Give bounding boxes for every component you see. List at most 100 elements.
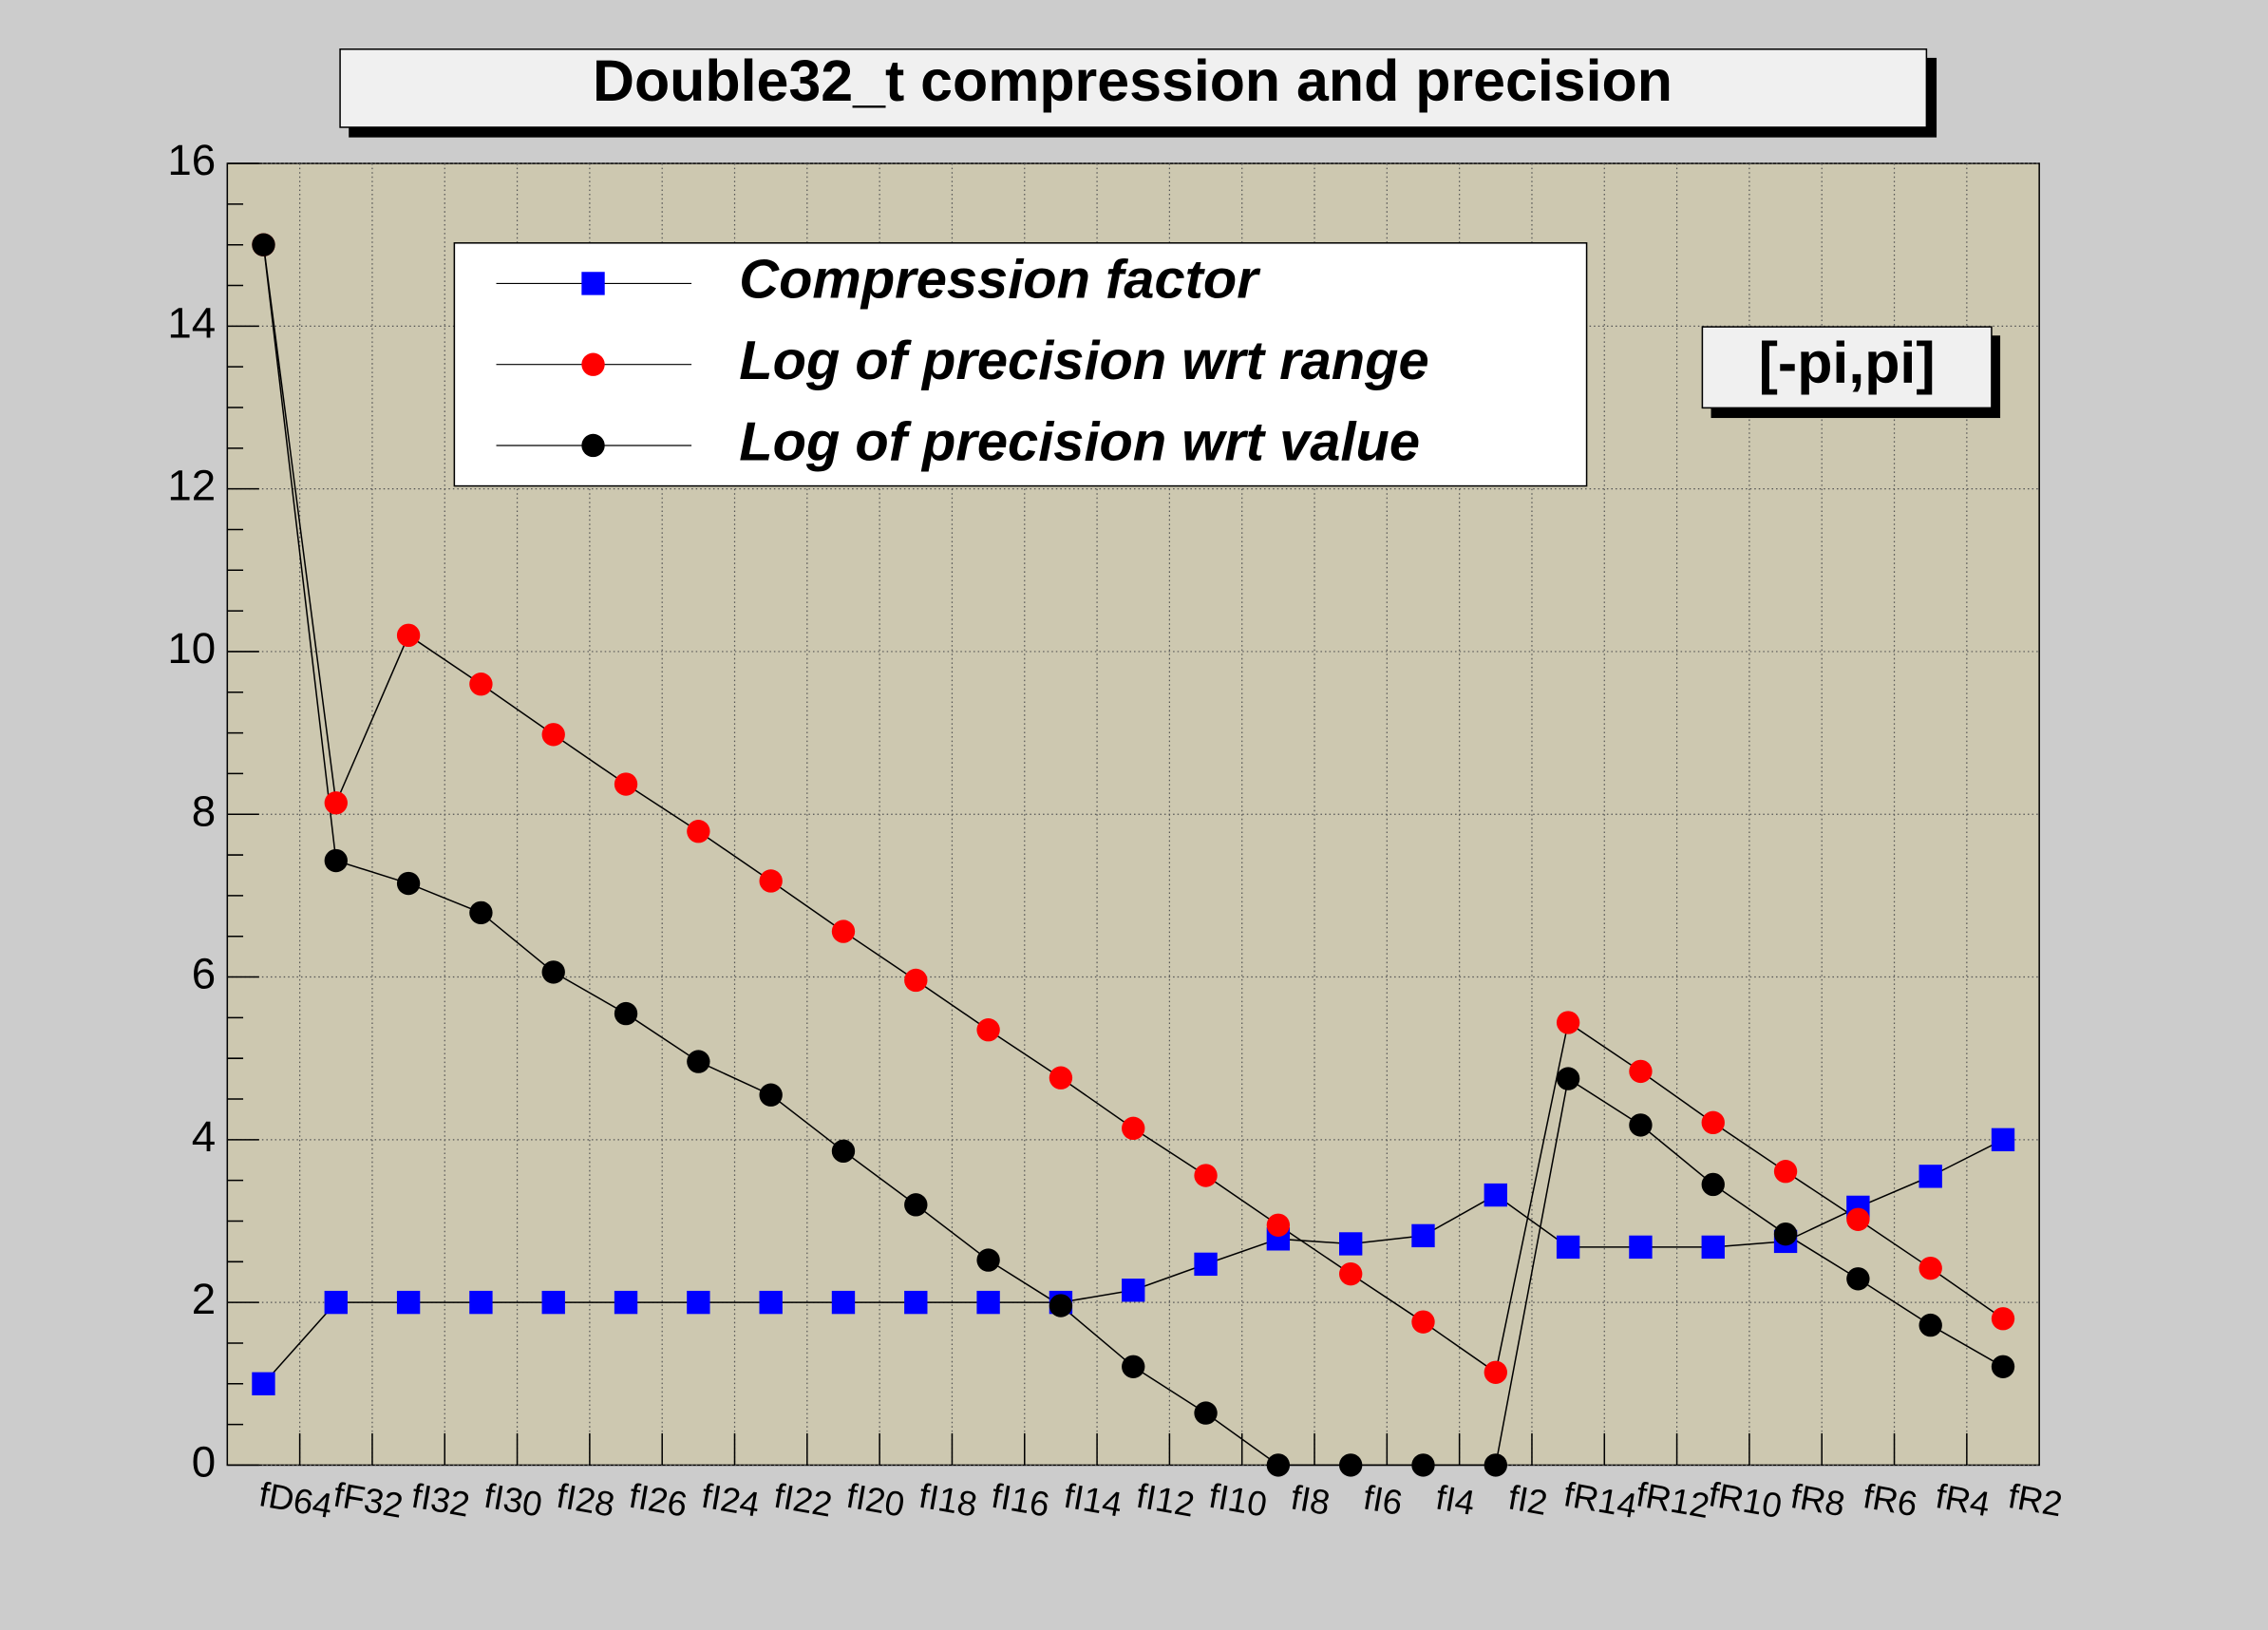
x-tick-label: fI18 bbox=[917, 1476, 980, 1525]
point bbox=[396, 623, 421, 647]
point bbox=[1194, 1164, 1218, 1187]
point bbox=[252, 1372, 275, 1395]
x-tick-label: fI20 bbox=[843, 1476, 907, 1525]
marks bbox=[252, 233, 2015, 1477]
point bbox=[1338, 1453, 1363, 1477]
point bbox=[1991, 1307, 2015, 1331]
x-tick-label: fI10 bbox=[1206, 1476, 1270, 1525]
point bbox=[1338, 1261, 1363, 1286]
point bbox=[541, 723, 565, 747]
x-tick-label: fI22 bbox=[771, 1476, 835, 1525]
point bbox=[1122, 1279, 1145, 1302]
title-box bbox=[339, 48, 1928, 128]
x-tick-label: fI32 bbox=[409, 1476, 473, 1525]
x-tick-label: fI24 bbox=[699, 1476, 763, 1525]
point bbox=[1484, 1453, 1507, 1477]
y-tick-label: 10 bbox=[167, 624, 216, 673]
y-tick-label: 6 bbox=[192, 950, 216, 998]
point bbox=[1556, 1011, 1580, 1034]
legend-label: Log of precision wrt range bbox=[739, 331, 1428, 391]
point bbox=[1122, 1355, 1145, 1378]
y-tick-label: 12 bbox=[167, 462, 216, 510]
point bbox=[614, 772, 638, 796]
point bbox=[1049, 1294, 1073, 1317]
y-tick-label: 4 bbox=[192, 1112, 216, 1161]
point bbox=[614, 1290, 638, 1315]
point bbox=[831, 919, 856, 943]
point bbox=[1556, 1067, 1580, 1090]
point bbox=[1701, 1110, 1725, 1135]
point bbox=[1918, 1165, 1942, 1188]
point bbox=[1484, 1360, 1507, 1384]
point bbox=[976, 1290, 1000, 1315]
legend-marker bbox=[581, 352, 605, 376]
point bbox=[324, 848, 348, 873]
x-tick-label: fI16 bbox=[989, 1476, 1052, 1525]
point bbox=[1918, 1313, 1942, 1337]
point bbox=[1411, 1310, 1435, 1334]
point bbox=[1629, 1235, 1653, 1260]
legend: Compression factor Log of precision wrt r… bbox=[496, 250, 1429, 472]
point bbox=[469, 673, 493, 696]
x-tick-label: fI26 bbox=[626, 1476, 690, 1525]
point bbox=[759, 1083, 783, 1107]
point bbox=[904, 968, 928, 993]
x-tick-label: fI8 bbox=[1288, 1477, 1332, 1522]
x-tick-label: fR8 bbox=[1787, 1476, 1847, 1524]
x-tick-label: fI28 bbox=[554, 1476, 617, 1525]
x-tick-label: fI12 bbox=[1134, 1476, 1198, 1525]
y-tick-label: 0 bbox=[192, 1437, 216, 1486]
point bbox=[1049, 1066, 1073, 1090]
point bbox=[396, 871, 421, 896]
point bbox=[469, 900, 493, 925]
point bbox=[396, 1290, 421, 1315]
legend-marker bbox=[581, 272, 605, 295]
point bbox=[1122, 1116, 1145, 1141]
x-tick-label: fR6 bbox=[1861, 1476, 1920, 1524]
point bbox=[759, 869, 783, 893]
point bbox=[252, 233, 275, 256]
point bbox=[1194, 1401, 1218, 1425]
point bbox=[1701, 1235, 1725, 1260]
point bbox=[469, 1290, 493, 1315]
point bbox=[1411, 1223, 1435, 1248]
point bbox=[324, 791, 348, 815]
y-tick-label: 14 bbox=[167, 298, 216, 347]
point bbox=[324, 1290, 348, 1315]
point bbox=[1556, 1235, 1580, 1260]
point bbox=[541, 1290, 565, 1315]
legend-label: Compression factor bbox=[739, 250, 1261, 311]
x-tick-label: fI6 bbox=[1361, 1477, 1406, 1522]
x-tick-label: fI14 bbox=[1061, 1476, 1125, 1525]
point bbox=[904, 1193, 928, 1217]
x-tick-label: fI2 bbox=[1505, 1477, 1550, 1522]
legend-marker bbox=[581, 433, 605, 458]
y-tick-label: 8 bbox=[192, 787, 216, 835]
point bbox=[1484, 1183, 1507, 1207]
x-tick-label: fI30 bbox=[482, 1476, 545, 1525]
point bbox=[614, 1001, 638, 1026]
point bbox=[759, 1290, 783, 1315]
point bbox=[1338, 1232, 1363, 1256]
legend-label: Log of precision wrt value bbox=[739, 411, 1420, 472]
point bbox=[541, 960, 565, 984]
point bbox=[831, 1290, 856, 1315]
x-tick-label: fR2 bbox=[2005, 1476, 2065, 1524]
point bbox=[1194, 1252, 1218, 1277]
point bbox=[1773, 1160, 1798, 1184]
chart-title: Double32_t compression and precision bbox=[593, 48, 1673, 113]
x-tick-label: fR4 bbox=[1933, 1476, 1993, 1524]
annotation-box bbox=[1701, 326, 1993, 409]
annotation: [-pi,pi] bbox=[1759, 331, 1936, 395]
y-tick-label: 2 bbox=[192, 1275, 216, 1323]
point bbox=[1846, 1207, 1870, 1231]
point bbox=[831, 1139, 856, 1164]
point bbox=[1991, 1128, 2015, 1152]
point bbox=[687, 1290, 710, 1315]
point bbox=[1266, 1453, 1291, 1477]
point bbox=[976, 1248, 1000, 1272]
point bbox=[1629, 1059, 1653, 1084]
point bbox=[1629, 1113, 1653, 1137]
point bbox=[687, 1050, 710, 1073]
